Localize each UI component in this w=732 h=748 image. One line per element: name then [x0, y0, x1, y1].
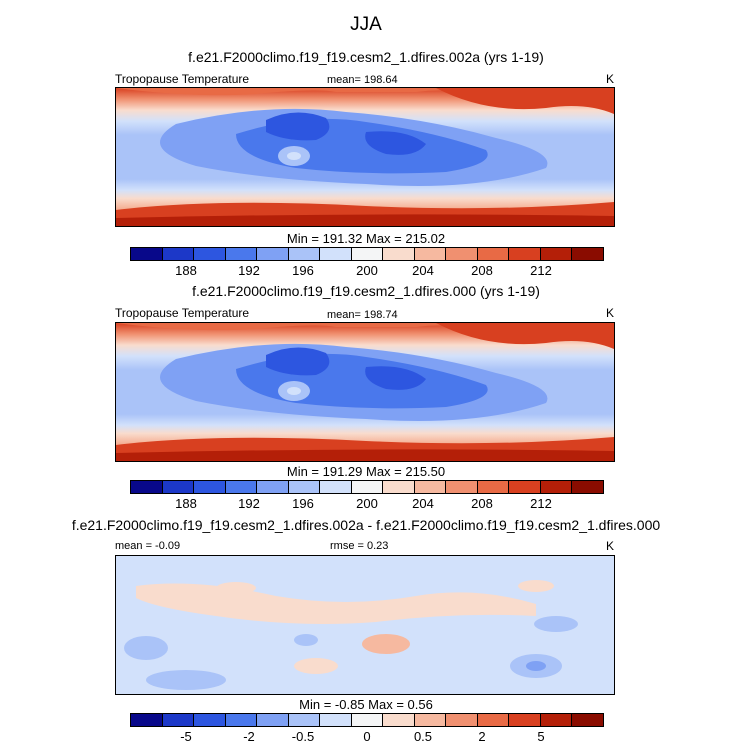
panel-2-tick-label: 204: [412, 496, 434, 511]
panel-1-tick-label: 212: [530, 263, 552, 278]
panel-2-colorbar: [130, 480, 604, 494]
panel-1-tick-label: 204: [412, 263, 434, 278]
panel-3-map: [115, 555, 615, 695]
panel-2-minmax: Min = 191.29 Max = 215.50: [286, 464, 446, 479]
panel-3-tick-label: 2: [478, 729, 486, 744]
panel-2-map: [115, 322, 615, 462]
panel-1-colorbar: [130, 247, 604, 261]
panel-3-mean-label: mean = -0.09: [115, 540, 181, 552]
panel-3-tick-label: 0.5: [413, 729, 433, 744]
panel-1-map: [115, 87, 615, 227]
panel-1-variable-label: Tropopause Temperature: [115, 72, 250, 86]
panel-3-colorbar: [130, 713, 604, 727]
panel-1-tick-label: 200: [356, 263, 378, 278]
panel-2-mean-label: mean= 198.74: [327, 309, 398, 321]
panel-3-tick-label: 5: [537, 729, 545, 744]
panel-2-tick-label: 188: [175, 496, 197, 511]
panel-3-tick-label: -5: [180, 729, 192, 744]
panel-1-subtitle: f.e21.F2000climo.f19_f19.cesm2_1.dfires.…: [188, 49, 544, 65]
panel-2-tick-label: 212: [530, 496, 552, 511]
panel-2-variable-label: Tropopause Temperature: [115, 306, 250, 320]
panel-1-tick-label: 196: [292, 263, 314, 278]
panel-2-tick-label: 208: [471, 496, 493, 511]
panel-2-tick-label: 196: [292, 496, 314, 511]
panel-3-rmse-label: rmse = 0.23: [330, 540, 389, 552]
panel-1-units-label: K: [606, 72, 615, 86]
panel-1-tick-label: 208: [471, 263, 493, 278]
panel-3-units-label: K: [606, 539, 615, 553]
panel-1-tick-label: 188: [175, 263, 197, 278]
panel-3-tick-label: 0: [363, 729, 371, 744]
panel-3-tick-label: -0.5: [291, 729, 315, 744]
panel-1-minmax: Min = 191.32 Max = 215.02: [286, 231, 446, 246]
panel-3-subtitle: f.e21.F2000climo.f19_f19.cesm2_1.dfires.…: [71, 517, 661, 533]
figure-title: JJA: [350, 14, 382, 35]
panel-2-subtitle: f.e21.F2000climo.f19_f19.cesm2_1.dfires.…: [192, 283, 540, 299]
panel-2-units-label: K: [606, 306, 615, 320]
panel-1-mean-label: mean= 198.64: [327, 74, 398, 86]
panel-3-minmax: Min = -0.85 Max = 0.56: [299, 697, 433, 712]
panel-1-tick-label: 192: [238, 263, 260, 278]
panel-2-tick-label: 200: [356, 496, 378, 511]
panel-3-tick-label: -2: [243, 729, 255, 744]
panel-2-tick-label: 192: [238, 496, 260, 511]
